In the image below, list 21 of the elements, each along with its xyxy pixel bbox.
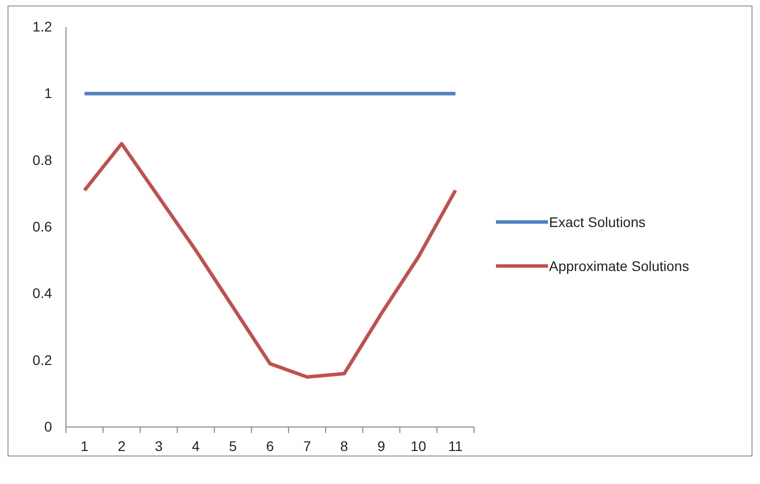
line-series — [82, 142, 458, 379]
x-tick-label: 10 — [410, 438, 426, 454]
y-tick-label: 0.4 — [32, 285, 52, 302]
y-tick-label: 0.6 — [32, 218, 52, 234]
x-tick-label: 3 — [154, 438, 163, 454]
x-tick-label: 5 — [229, 438, 238, 454]
y-tick-label: 0.8 — [32, 152, 52, 168]
legend-label: Exact Solutions — [549, 214, 646, 230]
legend-label: Approximate Solutions — [549, 258, 690, 274]
x-tick-label: 4 — [192, 438, 200, 454]
x-tick-label: 2 — [118, 438, 126, 454]
x-tick-label: 6 — [266, 438, 274, 454]
y-tick-label: 0 — [44, 418, 52, 434]
x-tick-label: 1 — [80, 438, 89, 454]
x-tick-label: 9 — [377, 438, 386, 454]
y-tick-label: 1 — [44, 85, 52, 102]
x-tick-label: 8 — [340, 438, 348, 454]
x-tick-label: 7 — [303, 438, 312, 454]
y-tick-label: 0.2 — [32, 352, 52, 368]
y-tick-label: 1.2 — [32, 18, 52, 34]
x-tick-label: 11 — [448, 438, 463, 454]
